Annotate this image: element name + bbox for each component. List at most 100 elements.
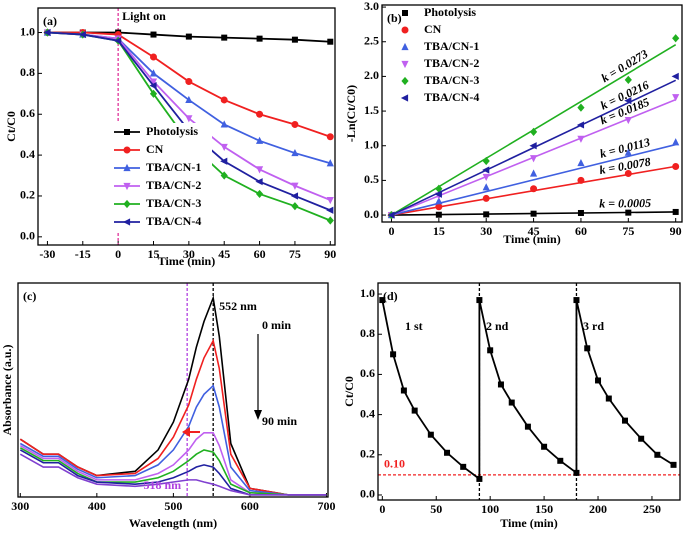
legend-marker — [123, 163, 131, 172]
marker — [557, 457, 564, 464]
x-tick-label: 700 — [317, 499, 335, 513]
x-tick-label: 60 — [575, 224, 587, 238]
marker — [291, 202, 299, 211]
marker — [476, 475, 483, 482]
marker — [220, 120, 228, 128]
marker — [529, 169, 538, 177]
marker — [444, 449, 451, 456]
reference-label: 0.10 — [384, 457, 405, 471]
marker — [508, 399, 515, 406]
x-tick-label: 90 — [324, 247, 336, 261]
marker — [671, 72, 679, 81]
y-axis-label: Ct/C0 — [342, 376, 356, 407]
x-tick-label: -15 — [75, 247, 91, 261]
x-axis-label: Time (min) — [500, 516, 557, 530]
legend-label: TBA/CN-2 — [146, 178, 201, 192]
marker — [624, 75, 632, 84]
annotation: 90 min — [262, 414, 297, 428]
legend-label: TBA/CN-1 — [424, 39, 479, 53]
marker — [379, 297, 386, 304]
x-tick-label: 150 — [535, 502, 553, 516]
marker — [624, 97, 632, 105]
panel-label: (c) — [23, 289, 36, 303]
marker — [435, 197, 443, 205]
marker — [576, 121, 585, 129]
x-tick-label: 300 — [11, 499, 29, 513]
x-axis-label: Wavelength (nm) — [129, 516, 217, 530]
legend-marker — [401, 42, 409, 51]
marker — [482, 166, 490, 174]
marker — [185, 78, 193, 86]
marker — [149, 69, 158, 77]
marker — [150, 53, 157, 61]
marker — [624, 169, 632, 177]
x-tick-label: 400 — [88, 499, 106, 513]
marker — [326, 196, 334, 205]
marker — [290, 192, 299, 200]
x-tick-label: 30 — [480, 224, 492, 238]
marker — [529, 142, 537, 150]
x-tick-label: 200 — [589, 502, 607, 516]
annotation: 0 min — [262, 318, 291, 332]
y-tick-label: 0.2 — [360, 447, 375, 461]
series-line — [19, 432, 327, 496]
marker — [577, 209, 584, 216]
marker — [487, 347, 494, 354]
x-axis-label: Time (min) — [158, 254, 215, 268]
marker — [435, 203, 443, 211]
series-line — [19, 338, 327, 496]
marker — [434, 190, 442, 198]
series-line — [381, 299, 675, 481]
y-tick-label: 1.5 — [364, 103, 379, 117]
marker — [326, 206, 334, 214]
marker — [573, 297, 580, 304]
x-tick-label: 250 — [643, 502, 661, 516]
y-tick-label: 1.0 — [364, 137, 379, 151]
legend-label: TBA/CN-3 — [424, 73, 479, 87]
marker — [577, 103, 585, 112]
marker — [387, 211, 395, 219]
marker — [411, 407, 418, 414]
x-tick-label: 30 — [183, 247, 195, 261]
marker — [670, 461, 677, 468]
marker — [529, 155, 538, 163]
marker — [621, 417, 628, 424]
y-tick-label: 0.6 — [20, 106, 35, 120]
panel-label: (d) — [383, 289, 398, 303]
panel-label: (b) — [387, 11, 402, 25]
series-line — [19, 384, 327, 496]
marker — [255, 178, 263, 186]
marker — [185, 33, 192, 40]
x-tick-label: 45 — [528, 224, 540, 238]
legend-marker — [401, 76, 409, 86]
marker — [185, 115, 193, 123]
annotation: 552 nm — [219, 299, 257, 313]
marker — [672, 34, 680, 43]
y-axis-label: Ct/C0 — [4, 111, 18, 142]
marker — [624, 116, 632, 125]
marker — [220, 171, 228, 180]
annotation: 2 nd — [486, 319, 509, 333]
x-tick-label: 50 — [430, 502, 442, 516]
y-tick-label: 0.6 — [360, 366, 375, 380]
marker — [476, 297, 483, 304]
legend-label: TBA/CN-4 — [146, 214, 201, 228]
marker — [291, 36, 298, 43]
legend-marker — [124, 129, 130, 135]
x-tick-label: 75 — [289, 247, 301, 261]
legend-label: TBA/CN-2 — [424, 56, 479, 70]
legend-label: TBA/CN-3 — [146, 196, 201, 210]
marker — [220, 96, 228, 104]
x-tick-label: 75 — [622, 224, 634, 238]
marker — [497, 381, 504, 388]
y-tick-label: 0.5 — [364, 172, 379, 186]
legend-marker — [123, 182, 131, 191]
marker — [327, 38, 334, 45]
y-tick-label: 2.0 — [364, 68, 379, 82]
marker — [577, 176, 585, 184]
x-tick-label: 45 — [218, 247, 230, 261]
y-tick-label: 1.0 — [20, 24, 35, 38]
legend-marker — [123, 146, 131, 154]
marker — [530, 185, 538, 193]
legend-marker — [401, 26, 409, 34]
